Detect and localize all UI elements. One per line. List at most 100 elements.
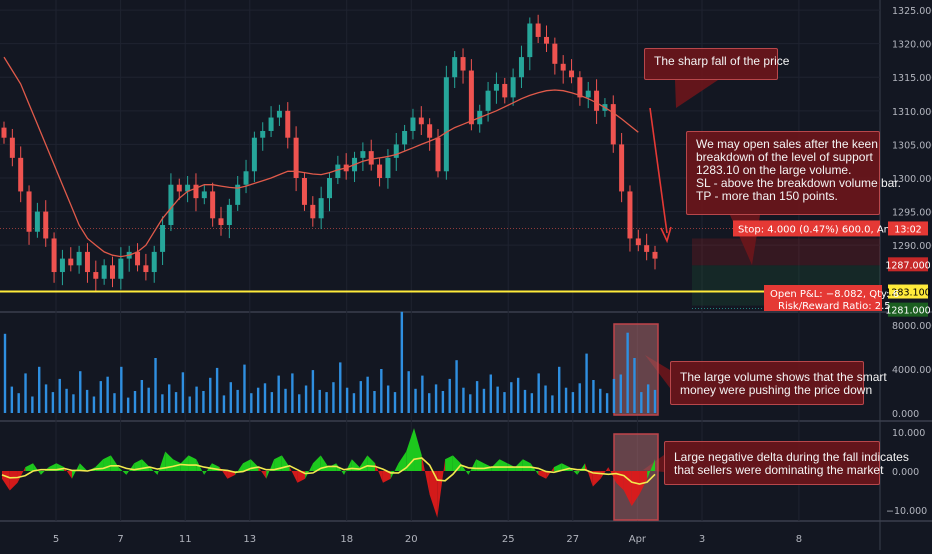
candle-body <box>544 36 549 44</box>
delta-segment <box>110 455 119 471</box>
delta-segment <box>468 459 477 475</box>
volume-bar <box>441 391 445 413</box>
candle-body <box>268 117 274 131</box>
volume-bar <box>585 353 588 413</box>
volume-bar <box>530 393 534 413</box>
candle-body <box>235 184 241 205</box>
delta-tick-label: 0.000 <box>892 467 919 478</box>
volume-bar <box>85 389 89 413</box>
support-price-tag: 1283.100 <box>885 288 930 299</box>
date-tick-label: 18 <box>340 534 353 545</box>
volume-bar <box>469 394 472 413</box>
candle-body <box>1 127 7 138</box>
delta-segment <box>274 455 282 471</box>
delta-segment <box>499 459 508 471</box>
volume-bar <box>58 378 61 413</box>
date-tick-label: 5 <box>53 534 59 545</box>
delta-segment <box>180 455 189 471</box>
delta-segment <box>219 467 228 479</box>
volume-tick-label: 4000.000 <box>892 365 932 376</box>
volume-bar <box>516 377 520 413</box>
candle-body <box>619 144 625 192</box>
volume-bar <box>147 387 150 413</box>
volume-bar <box>345 387 349 413</box>
candle-body <box>402 130 408 145</box>
volume-bar <box>475 381 479 413</box>
candle-body <box>502 83 508 98</box>
candle-body <box>627 191 633 239</box>
volume-bar <box>38 366 41 413</box>
delta-segment <box>266 459 275 479</box>
volume-bar <box>551 395 554 413</box>
delta-segment <box>297 471 306 483</box>
delta-segment <box>204 463 212 475</box>
delta-segment <box>25 463 34 471</box>
volume-bar <box>537 373 540 413</box>
volume-bars <box>3 311 657 413</box>
candle-body <box>310 204 316 219</box>
volume-bar <box>181 372 185 413</box>
volume-bar <box>291 373 294 413</box>
price-tick-label: 1305.000 <box>892 140 932 151</box>
date-tick-label: 13 <box>243 534 256 545</box>
candle-body <box>101 265 107 279</box>
delta-segment <box>9 471 18 491</box>
candle-body <box>385 157 391 179</box>
price-tick-label: 1325.000 <box>892 6 932 17</box>
delta-segment <box>312 455 321 471</box>
candle-body <box>318 198 324 219</box>
candle-body <box>226 204 232 226</box>
volume-bar <box>202 391 205 413</box>
candle-body <box>293 137 299 179</box>
date-tick-label: 8 <box>796 534 802 545</box>
candle-body <box>610 104 616 145</box>
delta-segment <box>522 459 531 471</box>
delta-segment <box>546 467 554 479</box>
volume-bar <box>195 386 198 413</box>
note-fall-line: The sharp fall of the price <box>654 54 790 68</box>
price-tick-label: 1320.000 <box>892 40 932 51</box>
delta-segment <box>157 451 166 475</box>
volume-bar <box>106 376 109 413</box>
candle-body <box>435 137 441 172</box>
delta-segment <box>538 471 547 479</box>
delta-segment <box>40 467 49 475</box>
volume-bar <box>325 392 328 413</box>
note-sales-line: We may open sales after the keen <box>696 137 878 151</box>
volume-bar <box>3 333 7 413</box>
candle-body <box>585 90 591 98</box>
candle-body <box>201 191 207 199</box>
stop-label-bg <box>733 220 880 237</box>
fall-arrow <box>649 107 668 234</box>
volume-bar <box>571 392 575 413</box>
delta-segment <box>305 463 313 479</box>
date-tick-label: Apr <box>629 534 647 545</box>
delta-segment <box>344 459 352 475</box>
delta-segment <box>289 467 298 483</box>
delta-segment <box>553 463 562 471</box>
delta-tick-label: −10.000 <box>886 506 927 517</box>
entry-price-tag-bg <box>888 257 928 272</box>
price-tick-label: 1290.000 <box>892 241 932 252</box>
note-volume-line: money were pushing the price down <box>680 383 873 397</box>
candle-body <box>577 77 583 98</box>
stop-label: Stop: 4.000 (0.47%) 600.0, Amo <box>738 224 900 235</box>
candle-body <box>84 251 90 273</box>
volume-bar <box>612 378 616 413</box>
volume-bar <box>24 373 27 413</box>
delta-segment <box>631 471 640 507</box>
candle-body <box>427 124 433 138</box>
note-volume: The large volume shows that the smart mo… <box>670 361 887 405</box>
candle-body <box>360 151 366 158</box>
volume-bar <box>120 366 123 413</box>
volume-bar <box>236 389 239 413</box>
volume-bar <box>578 383 581 413</box>
delta-segment <box>188 455 197 471</box>
delta-segment <box>429 471 438 518</box>
delta-segment <box>390 463 399 479</box>
volume-bar <box>154 358 157 413</box>
volume-bar <box>17 393 20 413</box>
volume-bar <box>400 311 404 413</box>
candle-body <box>443 77 449 172</box>
volume-bar <box>496 386 499 413</box>
